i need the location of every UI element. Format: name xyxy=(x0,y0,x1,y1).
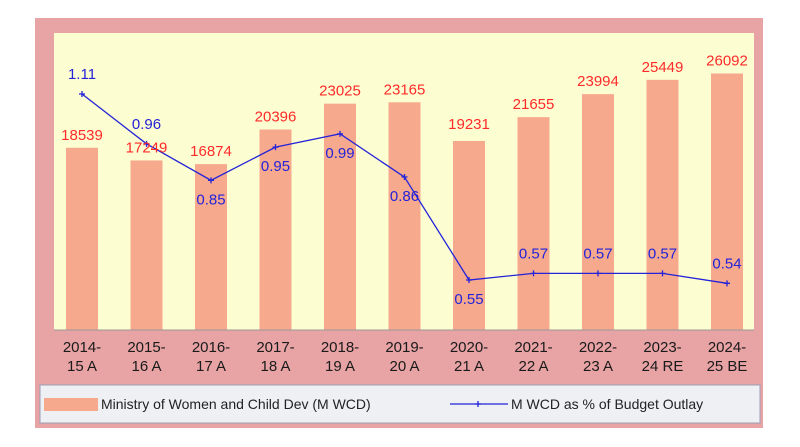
bar xyxy=(711,73,743,331)
bar xyxy=(259,129,292,330)
line-value-label: 0.57 xyxy=(519,245,548,262)
legend-line-marker xyxy=(475,401,481,407)
line-point xyxy=(208,177,214,184)
line-layer xyxy=(79,91,730,287)
bar xyxy=(646,79,679,330)
bar-value-label: 23994 xyxy=(577,73,619,90)
line-value-label: 0.54 xyxy=(712,255,741,272)
line-point xyxy=(79,91,85,97)
bar-value-label: 19231 xyxy=(448,116,490,133)
bar-value-label: 21655 xyxy=(513,96,555,113)
bars-layer xyxy=(66,73,743,331)
bar-value-label: 26092 xyxy=(706,53,748,70)
bar xyxy=(517,117,550,330)
x-axis: 2014-15 A 2015-16 A 2016-17 A 2017-18 A 2018… xyxy=(54,329,754,375)
legend-bar-swatch xyxy=(44,398,98,411)
line-point xyxy=(401,174,408,181)
line-value-label: 0.55 xyxy=(454,291,483,308)
line-point xyxy=(337,130,343,137)
x-tick-label: 2017-18 A xyxy=(256,339,294,375)
bar xyxy=(324,103,356,331)
bar-value-label: 18539 xyxy=(61,127,103,144)
bar xyxy=(195,164,227,330)
bar xyxy=(130,160,163,330)
legend-line-label: M WCD as % of Budget Outlay xyxy=(511,396,703,412)
bar-value-label: 20396 xyxy=(255,109,297,126)
x-tick-label: 2023-24 RE xyxy=(642,339,684,375)
legend: Ministry of Women and Child Dev (M WCD) … xyxy=(39,384,761,424)
line-point xyxy=(595,270,601,277)
x-tick-label: 2024-25 BE xyxy=(707,339,748,375)
line-value-label: 0.85 xyxy=(196,191,225,208)
line-point xyxy=(530,270,537,277)
line-value-label: 0.57 xyxy=(583,245,612,262)
line-value-label: 0.57 xyxy=(648,245,677,262)
bar-value-label: 17249 xyxy=(126,139,168,156)
x-tick-label: 2015-16 A xyxy=(127,339,165,375)
bar xyxy=(388,102,421,330)
x-tick-label: 2022-23 A xyxy=(579,339,617,375)
bar-value-label: 23025 xyxy=(319,83,361,100)
bar xyxy=(582,94,614,330)
bar-value-label: 23165 xyxy=(384,81,426,98)
line-point xyxy=(143,140,150,147)
x-tick-label: 2019-20 A xyxy=(385,339,423,375)
line-value-label: 0.86 xyxy=(390,188,419,205)
bar xyxy=(453,140,485,330)
labels-layer: 18539 17249 16874 20396 23025 23165 19231 21655… xyxy=(61,53,748,308)
line-point xyxy=(659,270,666,277)
bar-value-label: 25449 xyxy=(642,59,684,76)
bar xyxy=(66,147,98,330)
line-point xyxy=(272,144,279,151)
legend-bar-label: Ministry of Women and Child Dev (M WCD) xyxy=(101,396,371,412)
bar-value-label: 16874 xyxy=(190,143,232,160)
x-tick-label: 2020-21 A xyxy=(450,339,488,375)
legend-box xyxy=(39,384,761,424)
line-value-label: 0.96 xyxy=(132,116,161,133)
line-value-label: 1.11 xyxy=(68,66,96,83)
line-value-label: 0.95 xyxy=(261,158,290,175)
x-tick-label: 2014-15 A xyxy=(63,339,101,375)
x-tick-label: 2021-22 A xyxy=(514,339,552,375)
line-point xyxy=(466,277,472,283)
x-tick-label: 2016-17 A xyxy=(192,339,230,375)
line-value-label: 0.99 xyxy=(325,145,354,162)
x-tick-label: 2018-19 A xyxy=(321,339,359,375)
line-point xyxy=(724,280,730,287)
